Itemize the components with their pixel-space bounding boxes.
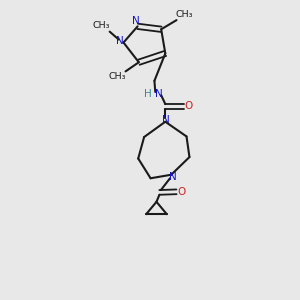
Text: N: N — [169, 172, 177, 182]
Text: O: O — [177, 187, 186, 197]
Text: H: H — [144, 89, 152, 99]
Text: CH₃: CH₃ — [176, 10, 194, 19]
Text: CH₃: CH₃ — [93, 21, 110, 30]
Text: N: N — [132, 16, 140, 26]
Text: N: N — [116, 36, 123, 46]
Text: N: N — [162, 115, 170, 125]
Text: O: O — [185, 101, 193, 111]
Text: N: N — [155, 89, 163, 99]
Text: CH₃: CH₃ — [108, 73, 126, 82]
